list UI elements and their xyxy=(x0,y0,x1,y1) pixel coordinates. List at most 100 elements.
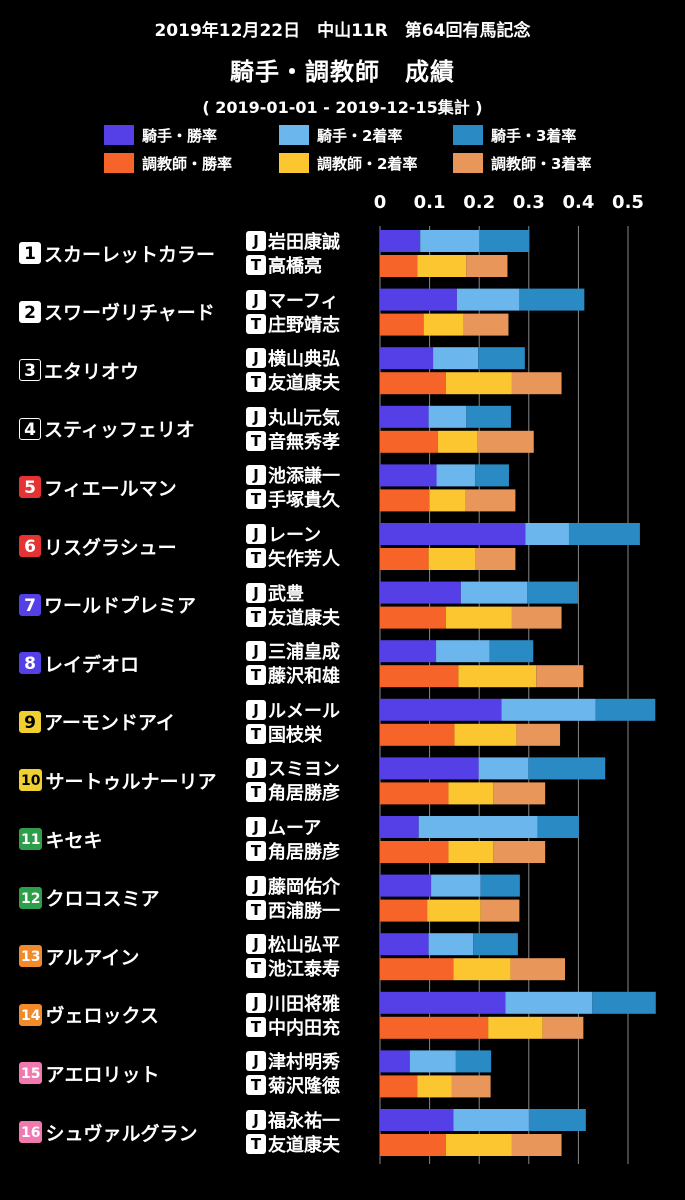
trainer-name: 国枝栄 xyxy=(268,724,322,746)
trainer-label: T 高橋亮 xyxy=(246,254,322,277)
jockey-bar-segment xyxy=(473,933,518,956)
jockey-bar-segment xyxy=(501,698,596,721)
horse-number-badge: 5 xyxy=(19,476,41,499)
horse-name: サートゥルナーリア xyxy=(45,770,217,793)
jockey-name: ルメール xyxy=(268,700,340,722)
jockey-badge: J xyxy=(246,699,266,720)
horse-number-badge: 8 xyxy=(19,652,41,675)
jockey-bar-segment xyxy=(505,991,593,1014)
trainer-bar-segment xyxy=(448,841,494,863)
trainer-badge: T xyxy=(246,489,266,510)
jockey-name: 丸山元気 xyxy=(268,407,340,429)
trainer-label: T 西浦勝一 xyxy=(246,899,340,922)
horse-name: スティッフェリオ xyxy=(44,419,195,442)
jockey-bar-segment xyxy=(380,1109,454,1131)
horse-name: スワーヴリチャード xyxy=(44,302,215,325)
jockey-badge: J xyxy=(246,465,266,486)
legend-item-trainer-win: 調教師・勝率 xyxy=(104,152,232,174)
legend-label: 騎手・3着率 xyxy=(491,126,577,145)
trainer-badge: T xyxy=(246,606,266,627)
jockey-bar-segment xyxy=(478,757,529,780)
trainer-bar-segment xyxy=(511,372,562,395)
legend-swatch xyxy=(279,153,309,173)
trainer-badge: T xyxy=(246,899,266,920)
horse-name: アエロリット xyxy=(45,1063,160,1086)
horse-name: クロコスミア xyxy=(45,888,160,911)
trainer-badge: T xyxy=(246,782,266,803)
jockey-bar-segment xyxy=(466,405,511,428)
x-tick-label: 0.3 xyxy=(513,192,545,213)
jockey-bar-segment xyxy=(380,230,421,252)
jockey-bar-segment xyxy=(380,698,502,721)
jockey-label: J 藤岡佑介 xyxy=(246,875,340,898)
trainer-label: T 手塚貴久 xyxy=(246,488,340,511)
horse-label: 8 レイデオロ xyxy=(19,650,139,676)
x-tick-label: 0.5 xyxy=(612,192,644,213)
trainer-badge: T xyxy=(246,1075,266,1096)
trainer-label: T 藤沢和雄 xyxy=(246,664,340,688)
trainer-bar-segment xyxy=(380,372,446,395)
horse-name: ヴェロックス xyxy=(45,1005,159,1028)
jockey-bar-segment xyxy=(456,288,520,311)
legend-item-jockey-place2: 騎手・2着率 xyxy=(279,124,402,146)
jockey-bar-segment xyxy=(380,816,419,838)
jockey-name: 福永祐一 xyxy=(268,1111,340,1132)
jockey-bar-segment xyxy=(409,1050,456,1073)
trainer-badge: T xyxy=(246,958,266,979)
jockey-bar-segment xyxy=(428,405,467,428)
trainer-name: 友道康夫 xyxy=(268,607,340,629)
jockey-badge: J xyxy=(246,992,266,1013)
trainer-name: 友道康夫 xyxy=(268,373,340,395)
trainer-bar-segment xyxy=(454,723,517,746)
jockey-bar-segment xyxy=(527,581,578,604)
jockey-bar-segment xyxy=(380,874,432,897)
trainer-badge: T xyxy=(246,841,266,861)
jockey-bar-segment xyxy=(431,874,481,897)
trainer-bar-segment xyxy=(380,489,430,512)
legend-item-trainer-place2: 調教師・2着率 xyxy=(279,152,417,174)
legend-swatch xyxy=(453,153,483,173)
trainer-name: 音無秀孝 xyxy=(268,431,340,453)
jockey-name: スミヨン xyxy=(268,759,340,781)
trainer-bar-segment xyxy=(380,255,418,277)
legend-swatch xyxy=(279,125,309,145)
jockey-bar-segment xyxy=(380,523,526,545)
jockey-bar-segment xyxy=(453,1109,529,1131)
legend-item-trainer-place3: 調教師・3着率 xyxy=(453,152,591,174)
trainer-badge: T xyxy=(246,430,266,451)
trainer-bar-segment xyxy=(451,1075,491,1098)
trainer-label: T 菊沢隆徳 xyxy=(246,1074,340,1097)
trainer-bar-segment xyxy=(438,430,478,453)
horse-number-badge: 10 xyxy=(19,769,43,792)
horse-label: 2 スワーヴリチャード xyxy=(19,299,215,325)
trainer-bar-segment xyxy=(380,782,449,805)
x-tick-label: 0 xyxy=(374,192,387,213)
trainer-bar-segment xyxy=(458,665,537,688)
trainer-name: 藤沢和雄 xyxy=(268,666,340,688)
trainer-bar-segment xyxy=(516,723,561,746)
jockey-name: レーン xyxy=(268,525,322,546)
trainer-bar-segment xyxy=(380,1075,418,1098)
jockey-badge: J xyxy=(246,406,266,427)
horse-number-badge: 7 xyxy=(19,593,41,616)
trainer-bar-segment xyxy=(477,430,534,453)
trainer-bar-segment xyxy=(475,548,516,570)
jockey-label: J レーン xyxy=(246,523,322,546)
jockey-bar-segment xyxy=(380,1050,410,1073)
x-tick-label: 0.2 xyxy=(463,192,495,213)
jockey-label: J スミヨン xyxy=(246,757,340,781)
jockey-bar-segment xyxy=(380,991,506,1014)
horse-name: スカーレットカラー xyxy=(44,243,216,266)
trainer-bar-segment xyxy=(427,899,481,922)
jockey-badge: J xyxy=(246,875,266,896)
trainer-name: 西浦勝一 xyxy=(268,900,340,922)
trainer-bar-segment xyxy=(380,313,424,336)
horse-label: 12 クロコスミア xyxy=(19,885,160,911)
horse-label: 11 キセキ xyxy=(19,826,103,852)
jockey-bar-segment xyxy=(380,347,434,370)
period-label: ( 2019-01-01 - 2019-12-15集計 ) xyxy=(202,98,483,117)
trainer-bar-segment xyxy=(428,548,476,570)
horse-name: アルアイン xyxy=(45,946,140,969)
horse-number-badge: 14 xyxy=(19,1003,43,1026)
horse-label: 7 ワールドプレミア xyxy=(19,592,196,618)
